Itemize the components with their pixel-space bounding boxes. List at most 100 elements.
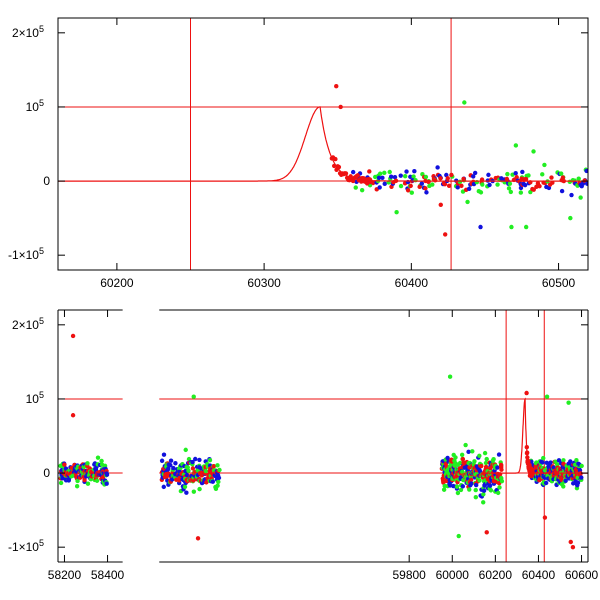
data-point-red bbox=[484, 530, 489, 535]
data-point-green bbox=[491, 456, 496, 462]
data-point-red bbox=[432, 178, 438, 183]
data-point-blue bbox=[197, 457, 202, 463]
data-point-green bbox=[99, 458, 104, 464]
data-point-blue bbox=[168, 462, 173, 468]
data-point-red bbox=[211, 464, 217, 469]
data-point-green bbox=[215, 463, 220, 468]
data-point-green bbox=[459, 452, 465, 458]
data-point-green bbox=[497, 485, 502, 490]
data-point-green bbox=[409, 190, 414, 195]
data-point-blue bbox=[569, 192, 574, 198]
data-point-green bbox=[544, 394, 550, 399]
data-point-blue bbox=[466, 449, 471, 455]
data-point-blue bbox=[518, 185, 524, 191]
data-point-blue bbox=[388, 174, 394, 179]
model-curve bbox=[482, 397, 588, 474]
data-point-green bbox=[455, 490, 461, 496]
model-curve bbox=[58, 106, 588, 182]
x-tick-label: 60600 bbox=[565, 568, 599, 582]
data-point-green bbox=[95, 455, 101, 460]
data-point-green bbox=[513, 143, 519, 148]
data-point-red bbox=[549, 175, 554, 180]
data-point-green bbox=[531, 149, 536, 154]
data-point-blue bbox=[161, 452, 167, 457]
data-point-green bbox=[579, 463, 584, 469]
data-point-red bbox=[333, 156, 338, 162]
data-point-blue bbox=[559, 188, 565, 194]
data-point-blue bbox=[487, 182, 492, 188]
data-point-green bbox=[74, 484, 80, 489]
data-point-red bbox=[364, 181, 370, 186]
data-point-red bbox=[70, 333, 76, 339]
bottom-panel: 58200 58400 59800 60000 60200 60400 60600 -1×10… bbox=[8, 308, 599, 582]
data-point-blue bbox=[350, 169, 356, 175]
data-point-blue bbox=[447, 483, 453, 488]
data-point-blue bbox=[159, 458, 165, 463]
data-point-green bbox=[398, 183, 404, 189]
data-point-green bbox=[561, 484, 566, 489]
data-point-green bbox=[85, 461, 90, 466]
data-point-red bbox=[499, 467, 504, 472]
axis-frame bbox=[57, 17, 589, 271]
data-point-red bbox=[367, 169, 372, 174]
data-point-red bbox=[195, 536, 201, 541]
data-point-green bbox=[462, 100, 467, 105]
data-point-blue bbox=[455, 185, 460, 190]
data-point-blue bbox=[495, 465, 500, 470]
data-point-blue bbox=[173, 461, 178, 466]
data-point-green bbox=[197, 486, 202, 492]
data-point-red bbox=[438, 202, 443, 207]
data-point-blue bbox=[496, 452, 502, 457]
data-point-green bbox=[457, 179, 463, 184]
data-point-blue bbox=[412, 169, 417, 174]
data-point-green bbox=[191, 489, 197, 494]
data-point-blue bbox=[520, 169, 525, 175]
data-point-green bbox=[382, 170, 387, 176]
data-point-blue bbox=[168, 458, 174, 463]
data-point-red bbox=[560, 175, 566, 180]
top-panel: 60200 60300 60400 60500 -1×105 0 105 2×105 bbox=[8, 17, 589, 290]
data-point-green bbox=[484, 456, 489, 462]
data-point-green bbox=[85, 481, 91, 486]
x-tick-label: 58200 bbox=[48, 568, 82, 582]
data-point-red bbox=[568, 539, 573, 545]
data-point-green bbox=[576, 176, 581, 181]
data-point-green bbox=[470, 449, 475, 454]
data-point-red bbox=[504, 176, 510, 182]
data-point-red bbox=[460, 456, 466, 462]
data-point-green bbox=[481, 492, 486, 497]
data-point-green bbox=[526, 173, 531, 178]
data-point-blue bbox=[579, 475, 584, 480]
data-point-green bbox=[453, 455, 458, 460]
data-point-blue bbox=[556, 458, 562, 463]
data-point-green bbox=[441, 487, 447, 492]
data-point-blue bbox=[471, 174, 476, 179]
data-point-blue bbox=[161, 484, 166, 490]
data-point-green bbox=[507, 181, 513, 186]
data-point-green bbox=[481, 500, 486, 505]
data-point-green bbox=[472, 459, 477, 464]
axis-break-gap bbox=[122, 308, 160, 564]
data-point-blue bbox=[548, 460, 553, 465]
x-tick-label: 60400 bbox=[522, 568, 556, 582]
data-point-blue bbox=[466, 186, 472, 191]
data-point-blue bbox=[469, 481, 474, 486]
data-point-green bbox=[523, 224, 529, 230]
data-point-green bbox=[423, 174, 429, 180]
data-point-green bbox=[411, 174, 416, 179]
data-point-green bbox=[558, 171, 564, 176]
data-point-red bbox=[438, 176, 443, 181]
data-point-blue bbox=[513, 171, 518, 176]
data-point-green bbox=[568, 215, 573, 221]
x-tick-label: 60300 bbox=[247, 276, 281, 290]
data-point-red bbox=[190, 466, 196, 471]
data-point-blue bbox=[104, 472, 110, 477]
data-point-green bbox=[94, 478, 100, 483]
data-point-red bbox=[531, 187, 536, 192]
data-point-green bbox=[458, 487, 464, 493]
data-point-green bbox=[473, 495, 479, 500]
data-point-green bbox=[217, 467, 222, 473]
data-point-blue bbox=[563, 478, 568, 483]
data-point-red bbox=[426, 179, 431, 185]
